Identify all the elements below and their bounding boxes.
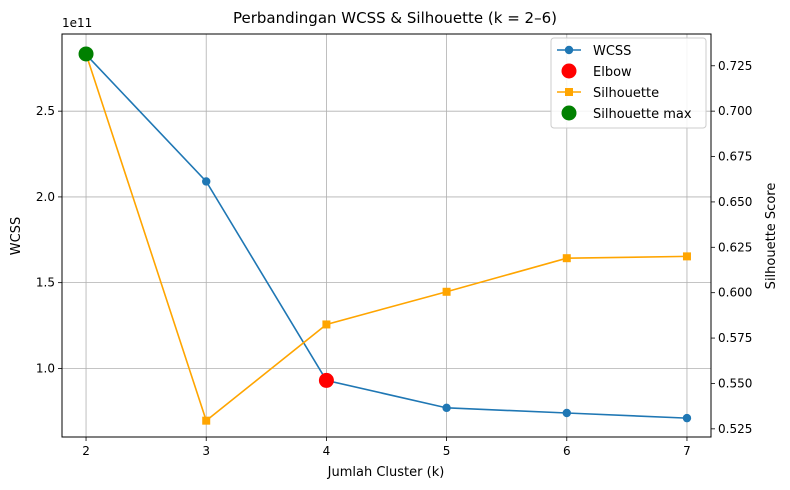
legend-label: Silhouette <box>593 86 659 101</box>
data-point-silhouette <box>682 252 691 261</box>
plot-frame <box>61 33 712 438</box>
x-axis-label: Jumlah Cluster (k) <box>327 465 445 480</box>
x-tick-label: 4 <box>323 444 331 458</box>
highlight-silhouette-max <box>78 46 94 62</box>
data-point-wcss <box>202 177 211 186</box>
left-axis-multiplier: 1e11 <box>62 16 92 30</box>
highlight-elbow <box>318 372 334 388</box>
y-tick-label-right: 0.675 <box>718 150 752 164</box>
multiplier-base: 1e11 <box>62 16 92 30</box>
y-tick-label-right: 0.550 <box>718 376 752 390</box>
legend-marker-elbow <box>561 63 577 79</box>
series <box>78 46 692 425</box>
data-point-wcss <box>562 408 571 418</box>
x-tick-label: 7 <box>683 444 691 458</box>
legend-marker-silhouette-max <box>561 105 577 121</box>
legend-marker-wcss <box>564 45 574 55</box>
legend-label: Elbow <box>593 65 632 80</box>
y-tick-label-left: 1.5 <box>36 276 55 290</box>
legend: WCSS Elbow Silhouette Silhouette max <box>550 37 707 129</box>
data-point-silhouette <box>562 254 571 263</box>
y-tick-label-right: 0.700 <box>718 104 752 118</box>
series-line-wcss <box>85 54 687 419</box>
x-tick-label: 5 <box>443 444 451 458</box>
chart-title: Perbandingan WCSS & Silhouette (k = 2–6) <box>233 9 557 27</box>
y-tick-label-right: 0.600 <box>718 286 752 300</box>
data-point-silhouette <box>202 416 211 425</box>
y-axis-label-right: Silhouette Score <box>764 183 779 290</box>
y-tick-label-right: 0.625 <box>718 240 752 254</box>
y-tick-label-right: 0.575 <box>718 331 752 345</box>
y-tick-label-right: 0.725 <box>718 59 752 73</box>
legend-box <box>550 37 707 129</box>
legend-marker-silhouette <box>565 88 573 96</box>
y-tick-label-right: 0.525 <box>718 422 752 436</box>
series-line-silhouette <box>85 53 687 423</box>
x-tick-label: 3 <box>202 444 210 458</box>
legend-label: WCSS <box>593 44 631 59</box>
x-tick-label: 2 <box>82 444 90 458</box>
x-tick-label: 6 <box>563 444 571 458</box>
data-point-silhouette <box>442 287 451 296</box>
y-tick-label-left: 1.0 <box>36 361 55 375</box>
ticks: 2 3 4 5 6 7 1.0 1.5 2.0 2.5 0.525 0.550 0.575 0.600 0.… <box>36 59 752 458</box>
y-tick-label-left: 2.5 <box>36 104 55 118</box>
data-point-silhouette <box>322 320 331 329</box>
y-tick-label-right: 0.650 <box>718 195 752 209</box>
legend-label: Silhouette max <box>593 107 692 122</box>
y-axis-label-left: WCSS <box>9 217 24 255</box>
y-tick-label-left: 2.0 <box>36 190 55 204</box>
data-point-wcss <box>442 403 451 413</box>
data-point-wcss <box>682 413 692 423</box>
